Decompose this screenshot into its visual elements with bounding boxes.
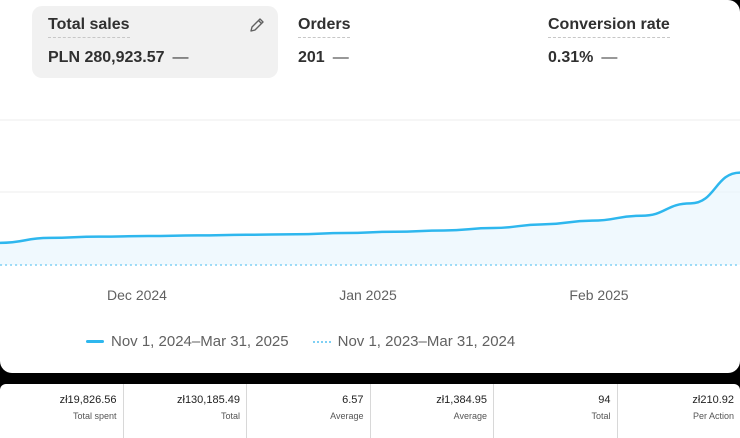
x-tick-label: Dec 2024 xyxy=(107,287,167,300)
metric-delta: — xyxy=(601,49,618,66)
chart-legend: Nov 1, 2024–Mar 31, 2025 Nov 1, 2023–Mar… xyxy=(86,333,539,350)
stat-cell: 6.57 Average xyxy=(247,384,371,438)
stat-value: zł210.92 xyxy=(692,394,734,406)
sales-overview-card: Total sales PLN 280,923.57— Orders 201— … xyxy=(0,0,740,373)
stat-value: 6.57 xyxy=(342,394,364,406)
stat-label: Average xyxy=(453,411,487,421)
metric-label[interactable]: Total sales xyxy=(48,16,130,38)
metric-label[interactable]: Conversion rate xyxy=(548,16,670,38)
metric-total-sales[interactable]: Total sales PLN 280,923.57— xyxy=(32,6,278,78)
stat-value: zł1,384.95 xyxy=(436,394,487,406)
stat-label: Average xyxy=(330,411,364,421)
sales-line-chart[interactable]: Dec 2024 Jan 2025 Feb 2025 xyxy=(0,90,740,300)
metric-value: 201— xyxy=(298,49,349,66)
legend-item-current[interactable]: Nov 1, 2024–Mar 31, 2025 xyxy=(86,333,289,350)
stat-cell: 94 Total xyxy=(494,384,618,438)
series-line-current xyxy=(0,171,740,245)
legend-item-previous[interactable]: Nov 1, 2023–Mar 31, 2024 xyxy=(312,333,516,350)
stat-cell: zł210.92 Per Action xyxy=(618,384,740,438)
metric-value: PLN 280,923.57— xyxy=(48,49,189,66)
stat-value: zł19,826.56 xyxy=(59,394,117,406)
stat-label: Per Action xyxy=(692,411,734,421)
stat-label: Total xyxy=(591,411,611,421)
legend-label: Nov 1, 2024–Mar 31, 2025 xyxy=(111,333,289,350)
legend-label: Nov 1, 2023–Mar 31, 2024 xyxy=(337,333,516,350)
stat-value: zł130,185.49 xyxy=(177,394,240,406)
stat-label: Total xyxy=(220,411,240,421)
solid-line-swatch xyxy=(86,340,104,343)
metric-value: 0.31% — xyxy=(548,49,618,66)
dotted-line-swatch xyxy=(312,340,331,343)
stat-value: 94 xyxy=(598,394,611,406)
metric-orders[interactable]: Orders 201— xyxy=(282,6,482,78)
stats-summary-row: zł19,826.56 Total spent zł130,185.49 Tot… xyxy=(0,384,740,438)
stat-cell: zł19,826.56 Total spent xyxy=(0,384,124,438)
x-tick-label: Jan 2025 xyxy=(339,287,397,300)
pencil-icon[interactable] xyxy=(248,16,266,34)
metric-label[interactable]: Orders xyxy=(298,16,351,38)
metric-delta: — xyxy=(172,49,189,66)
stat-label: Total spent xyxy=(72,411,117,421)
metric-conversion-rate[interactable]: Conversion rate 0.31% — xyxy=(532,6,732,78)
stat-cell: zł1,384.95 Average xyxy=(371,384,494,438)
x-tick-label: Feb 2025 xyxy=(569,287,628,300)
series-area xyxy=(0,172,740,265)
stat-cell: zł130,185.49 Total xyxy=(124,384,247,438)
metric-delta: — xyxy=(332,49,349,66)
